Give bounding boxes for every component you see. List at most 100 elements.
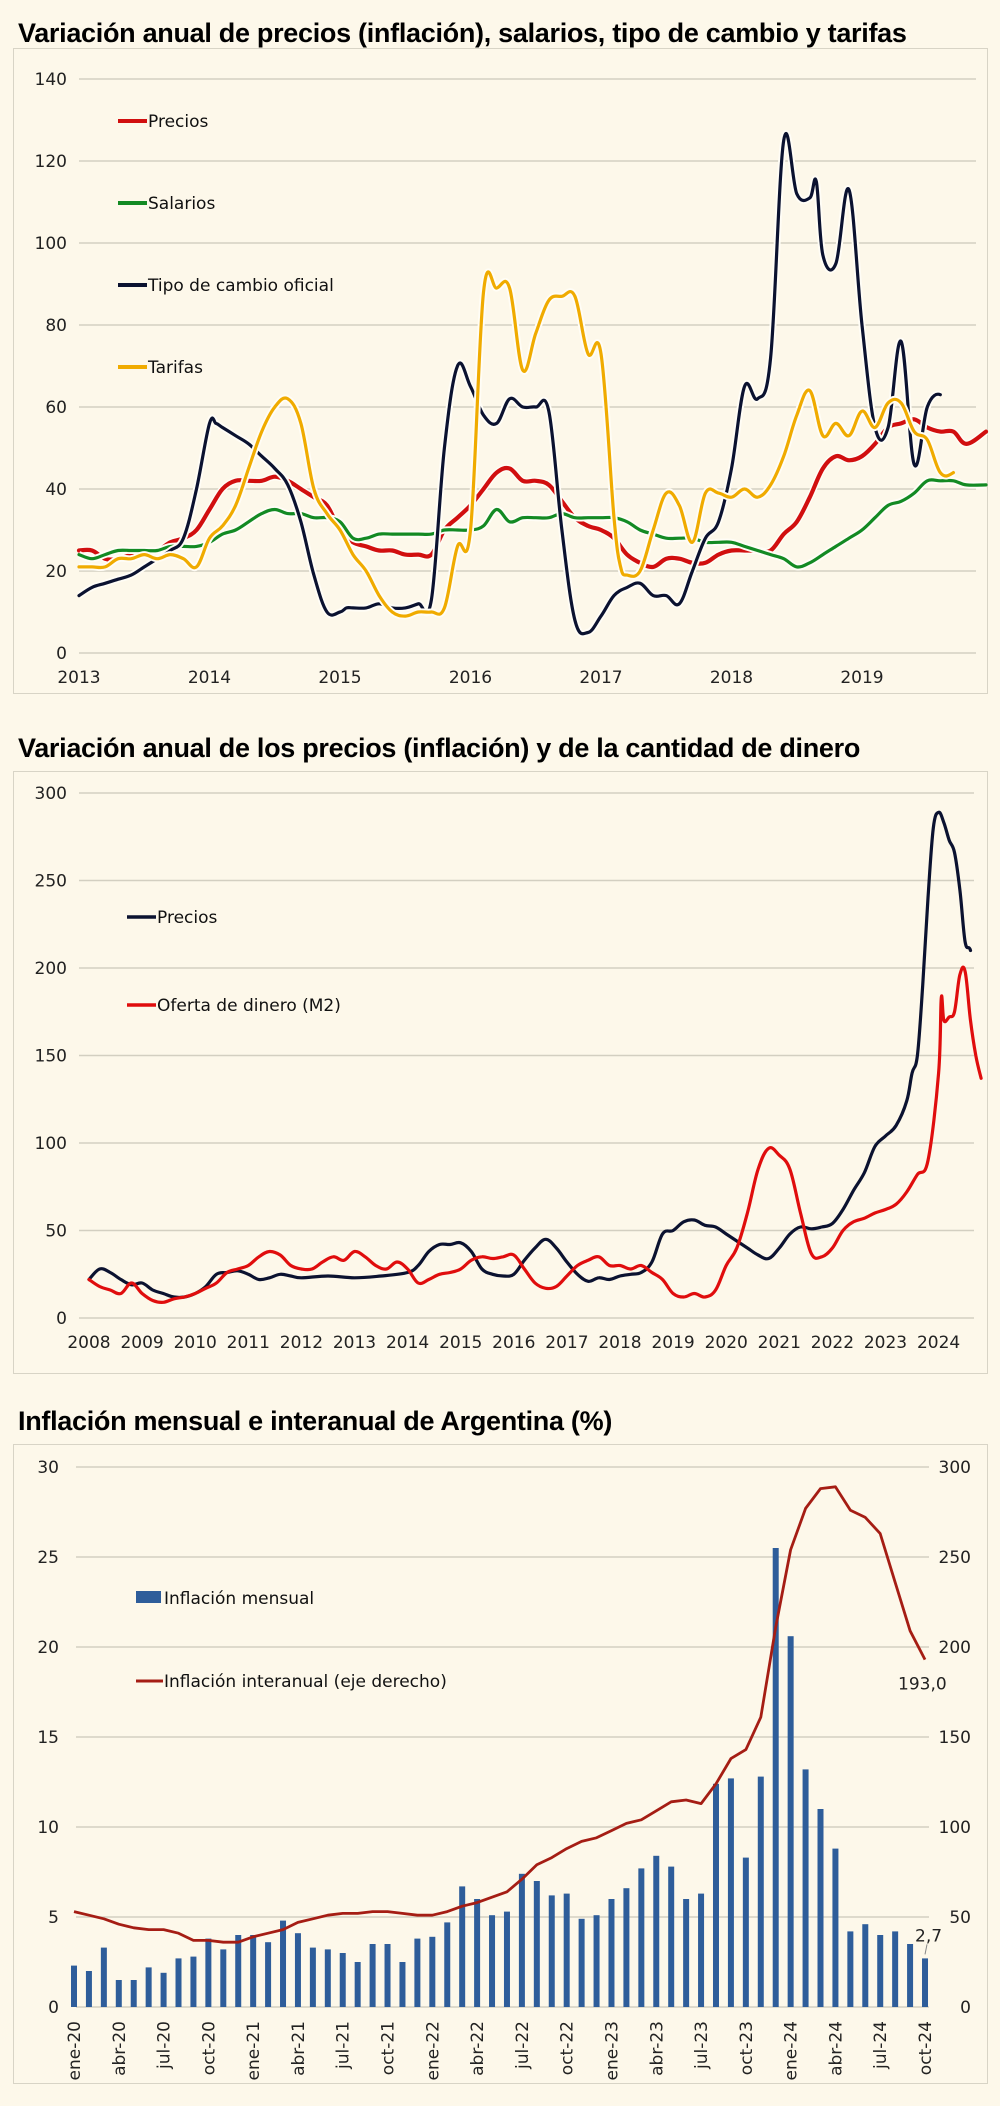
bar-sep-23 (727, 1778, 734, 2007)
bar-nov-23 (757, 1776, 764, 2007)
y-tick-label-right: 300 (939, 1458, 971, 1478)
x-tick-label: 2013 (333, 1333, 376, 1353)
y-tick-label: 140 (35, 70, 67, 90)
series-line-salarios (77, 478, 988, 569)
x-tick-label: abr-20 (110, 2021, 130, 2076)
bar-jun-20 (145, 1967, 152, 2007)
y-tick-label-left: 30 (37, 1458, 59, 1478)
bar-jul-22 (518, 1873, 525, 2007)
legend-label: Tarifas (147, 358, 203, 378)
y-tick-label-right: 100 (939, 1818, 971, 1838)
x-tick-label: 2016 (492, 1333, 535, 1353)
y-tick-label: 100 (35, 234, 67, 254)
bar-ago-21 (354, 1962, 361, 2007)
series-halo-0 (78, 415, 989, 571)
x-tick-label: 2011 (227, 1333, 270, 1353)
chart2-title: Variación anual de los precios (inflació… (18, 733, 861, 763)
bar-abr-22 (474, 1899, 481, 2007)
x-tick-label: ene-21 (244, 2021, 264, 2080)
bar-mar-20 (100, 1947, 107, 2007)
y-tick-label: 50 (45, 1222, 67, 1242)
bar-oct-24 (922, 1958, 929, 2007)
bar-dic-21 (414, 1938, 421, 2007)
x-tick-label: oct-20 (199, 2021, 219, 2075)
x-tick-label: 2021 (758, 1333, 801, 1353)
annotation-interanual: 193,0 (898, 1675, 947, 1695)
bar-jul-23 (698, 1893, 705, 2007)
x-tick-label: 2019 (840, 668, 883, 688)
x-tick-label: 2009 (120, 1333, 163, 1353)
bar-dic-20 (235, 1935, 242, 2007)
bar-jun-22 (503, 1911, 510, 2007)
bar-ene-23 (608, 1899, 615, 2007)
x-tick-label: 2019 (651, 1333, 694, 1353)
annotation-mensual: 2,7 (915, 1926, 942, 1946)
bar-sep-24 (907, 1944, 914, 2007)
x-tick-label: 2014 (188, 668, 231, 688)
bar-ago-20 (175, 1958, 182, 2007)
bar-nov-20 (220, 1949, 227, 2007)
y-tick-label-right: 200 (939, 1638, 971, 1658)
x-tick-label: abr-21 (289, 2021, 309, 2076)
bar-mar-21 (280, 1920, 287, 2007)
x-tick-label: 2013 (57, 668, 100, 688)
series-line-interanual (73, 1485, 927, 1944)
x-tick-label: oct-23 (737, 2021, 757, 2075)
x-tick-label: jul-22 (513, 2021, 533, 2070)
bar-oct-20 (205, 1938, 212, 2007)
x-tick-label: 2018 (710, 668, 753, 688)
bar-ago-22 (533, 1881, 540, 2007)
x-tick-label: 2008 (67, 1333, 110, 1353)
bar-mar-24 (817, 1809, 824, 2007)
bar-jul-21 (339, 1953, 346, 2007)
bar-oct-23 (742, 1857, 749, 2007)
x-tick-label: 2024 (917, 1333, 960, 1353)
bar-feb-21 (265, 1942, 272, 2007)
x-tick-label: oct-21 (379, 2021, 399, 2075)
bar-oct-22 (563, 1893, 570, 2007)
x-tick-label: ene-20 (65, 2021, 85, 2080)
y-tick-label-left: 0 (48, 1998, 59, 2018)
bar-may-21 (309, 1947, 316, 2007)
y-tick-label-left: 25 (37, 1548, 59, 1568)
bar-mar-22 (459, 1886, 466, 2007)
bar-jul-20 (160, 1972, 167, 2007)
x-tick-label: jul-23 (692, 2021, 712, 2070)
bar-jun-21 (324, 1949, 331, 2007)
chart2-plot: 0 50 100 150 200 250 300 2008 2009 2010 2011 2012 20… (35, 784, 983, 1353)
bar-abr-21 (294, 1933, 301, 2007)
bar-nov-22 (578, 1918, 585, 2007)
x-tick-label: jul-20 (155, 2021, 175, 2070)
bar-nov-21 (399, 1962, 406, 2007)
chart1-plot: 0 20 40 60 80 100 120 140 2013 2014 2015 2016 2017 20… (35, 70, 989, 688)
x-tick-label: 2015 (439, 1333, 482, 1353)
bar-sep-20 (190, 1956, 197, 2007)
bar-feb-23 (623, 1888, 630, 2007)
bar-oct-21 (384, 1944, 391, 2007)
y-tick-label-left: 10 (37, 1818, 59, 1838)
y-tick-label: 300 (35, 784, 67, 804)
x-tick-label: ene-23 (602, 2021, 622, 2080)
legend-label: Inflación mensual (164, 1589, 314, 1609)
x-tick-label: oct-24 (916, 2021, 936, 2075)
x-tick-label: 2018 (598, 1333, 641, 1353)
bar-may-24 (847, 1931, 854, 2007)
x-tick-label: 2010 (174, 1333, 217, 1353)
bar-feb-22 (444, 1922, 451, 2007)
series-halo-1 (77, 476, 987, 571)
x-tick-label: 2017 (579, 668, 622, 688)
x-tick-label: 2022 (811, 1333, 854, 1353)
annotation-leader (924, 1944, 928, 1955)
y-tick-label: 0 (56, 1309, 67, 1329)
x-tick-label: 2020 (705, 1333, 748, 1353)
legend-label: Precios (157, 908, 217, 928)
y-tick-label-right: 150 (939, 1728, 971, 1748)
x-tick-label: 2016 (449, 668, 492, 688)
bar-jun-24 (862, 1924, 869, 2007)
y-tick-label-right: 0 (960, 1998, 971, 2018)
y-tick-label: 120 (35, 152, 67, 172)
y-tick-label: 40 (45, 480, 67, 500)
bar-feb-20 (85, 1971, 92, 2007)
series-line-0 (87, 810, 973, 1300)
legend-label: Inflación interanual (eje derecho) (164, 1672, 447, 1692)
